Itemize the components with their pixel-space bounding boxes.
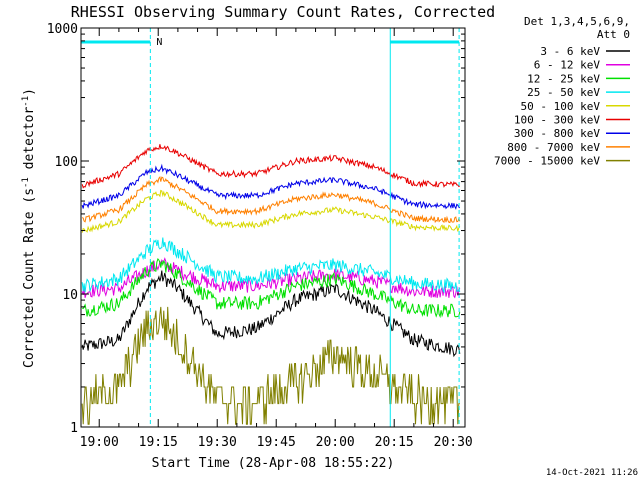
legend-label-3: 25 - 50 keV (527, 86, 600, 99)
tick-layer: 19:00 19:15 19:30 19:45 20:00 20:15 20:30 1 10 10… (47, 22, 473, 450)
series-line-2 (82, 258, 461, 319)
x-tick-label-5: 20:15 (375, 435, 414, 450)
x-tick-label-3: 19:45 (257, 435, 296, 450)
series-line-1 (81, 257, 461, 299)
y-tick-label-3: 1000 (47, 22, 78, 37)
y-tick-label-1: 10 (62, 288, 78, 303)
legend-label-5: 100 - 300 keV (514, 114, 600, 127)
legend-label-0: 3 - 6 keV (540, 45, 600, 58)
y-axis-label-main: Corrected Count Rate (s (22, 188, 37, 368)
plot-frame (80, 27, 466, 428)
y-tick-label-0: 1 (70, 421, 78, 436)
legend-label-2: 12 - 25 keV (527, 72, 600, 85)
series-line-6 (81, 163, 461, 210)
legend-label-4: 50 - 100 keV (521, 100, 601, 113)
y-axis-label-end: ) (22, 88, 37, 96)
series-line-8 (81, 306, 460, 425)
x-tick-label-2: 19:30 (198, 435, 237, 450)
x-axis-label: Start Time (28-Apr-08 18:55:22) (152, 456, 395, 471)
y-axis-label: Corrected Count Rate (s-1 detector-1) (21, 88, 37, 368)
series-line-7 (81, 176, 461, 224)
x-tick-label-0: 19:00 (80, 435, 119, 450)
x-tick-label-6: 20:30 (434, 435, 473, 450)
legend-label-8: 7000 - 15000 keV (494, 155, 600, 168)
x-tick-label-1: 19:15 (139, 435, 178, 450)
series-line-4 (81, 189, 461, 233)
legend-label-1: 6 - 12 keV (534, 59, 601, 72)
series-line-3 (81, 237, 461, 294)
series-layer (81, 144, 461, 425)
series-line-5 (81, 144, 461, 189)
y-axis-label-sup2: -1 (21, 96, 31, 107)
legend-label-6: 300 - 800 keV (514, 127, 600, 140)
x-tick-label-4: 20:00 (316, 435, 355, 450)
night-marker-label: N (156, 37, 162, 48)
legend-label-7: 800 - 7000 keV (507, 141, 600, 154)
legend-header-detectors: Det 1,3,4,5,6,9, (524, 15, 630, 28)
timestamp: 14-Oct-2021 11:26 (546, 468, 638, 478)
y-axis-label-mid: detector (22, 107, 37, 178)
legend-header-attenuator: Att 0 (597, 28, 630, 41)
series-line-0 (81, 270, 461, 358)
y-axis-label-sup1: -1 (21, 177, 31, 188)
night-layer: N (80, 28, 460, 427)
y-tick-label-2: 100 (55, 155, 78, 170)
chart-title: RHESSI Observing Summary Count Rates, Co… (71, 3, 495, 21)
